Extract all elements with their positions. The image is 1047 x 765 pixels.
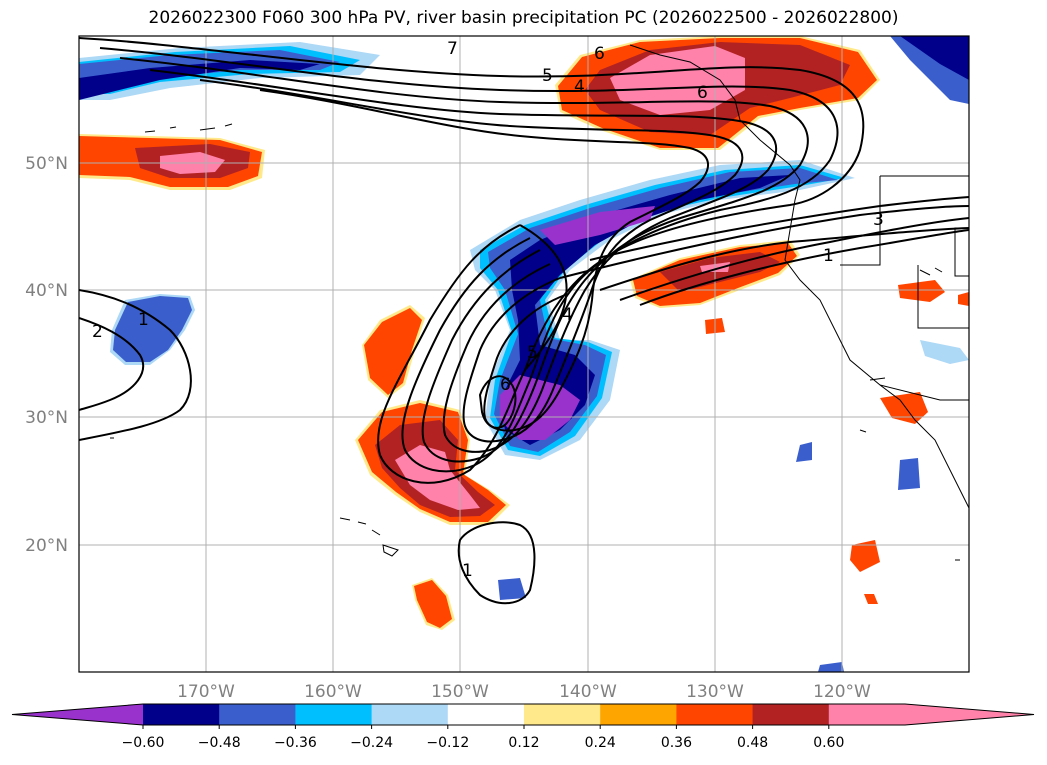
graticule [79,36,969,672]
lon-label: 160°W [304,682,362,702]
colorbar-segment [447,704,525,725]
colorbar-tick-label: 0.48 [737,735,768,751]
colorbar-extend-low [12,704,143,725]
lat-tick-labels: 50°N 40°N 30°N 20°N [25,154,68,556]
lon-label: 150°W [431,682,489,702]
colorbar-segment [600,704,677,725]
contour-label: 1 [462,561,473,581]
colorbar-segment [524,704,601,725]
colorbar-segment [143,704,220,725]
lon-tick-labels: 170°W 160°W 150°W 140°W 130°W 120°W [177,682,871,702]
contour-label: 6 [697,83,708,103]
lon-label: 170°W [177,682,235,702]
colorbar-segment [828,704,906,725]
negative-pc-shading [79,36,969,672]
lon-label: 130°W [686,682,744,702]
lat-label: 30°N [25,408,68,428]
colorbar-tick-label: 0.12 [508,735,539,751]
colorbar-tick-label: 0.24 [585,735,616,751]
contour-label: 1 [823,246,834,266]
colorbar-segment [676,704,754,725]
lat-label: 40°N [25,281,68,301]
positive-pc-shading [79,36,969,630]
colorbar-extend-high [905,704,1034,725]
colorbar-tick-label: 0.36 [661,735,692,751]
map-title: 2026022300 F060 300 hPa PV, river basin … [148,8,899,28]
colorbar-segment [371,704,449,725]
colorbar-segment [219,704,296,725]
lat-label: 20°N [25,536,68,556]
colorbar-tick-label: −0.24 [350,735,393,751]
map-frame [78,35,970,673]
contour-label: 7 [447,39,458,59]
colorbar-tick-label: −0.36 [274,735,317,751]
pv-contours [79,37,969,605]
contour-label: 3 [873,210,884,230]
contour-label: 2 [92,322,103,342]
pv-contour-labels: 1 2 1 3 1 4 5 6 7 6 5 4 6 [92,39,884,581]
contour-label: 1 [138,310,149,330]
contour-label: 6 [500,375,511,395]
lon-label: 140°W [559,682,617,702]
contour-label: 6 [594,44,605,64]
colorbar-tick-label: −0.48 [198,735,241,751]
contour-label: 4 [562,305,573,325]
contour-label: 5 [542,66,553,86]
colorbar-segment [295,704,373,725]
coastlines [110,44,969,561]
lon-label: 120°W [813,682,871,702]
contour-label: 5 [527,343,538,363]
contour-label: 4 [574,77,585,97]
colorbar-tick-label: −0.12 [426,735,469,751]
map-area: 1 2 1 3 1 4 5 6 7 6 5 4 6 [79,36,969,672]
colorbar: −0.60 −0.48 −0.36 −0.24 −0.12 0.12 0.24 0.36 0.4… [11,703,1035,751]
colorbar-tick-label: 0.60 [813,735,844,751]
colorbar-segment [752,704,830,725]
colorbar-tick-label: −0.60 [122,735,165,751]
lat-label: 50°N [25,154,68,174]
